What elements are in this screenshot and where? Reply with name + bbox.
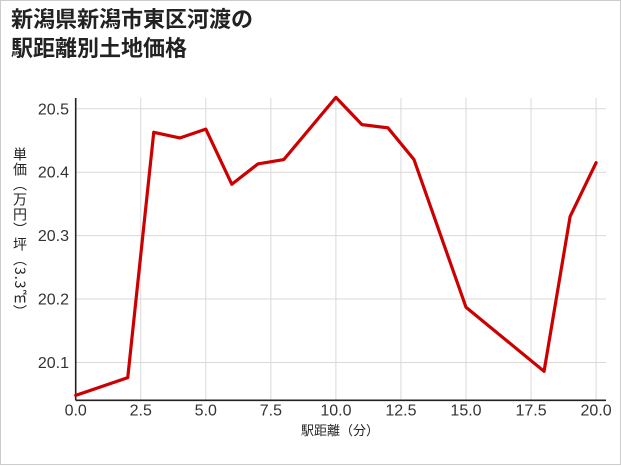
svg-text:20.1: 20.1 — [38, 355, 69, 372]
svg-text:7.5: 7.5 — [260, 403, 282, 420]
svg-text:20.2: 20.2 — [38, 292, 69, 309]
svg-text:17.5: 17.5 — [515, 403, 546, 420]
svg-text:20.5: 20.5 — [38, 101, 69, 118]
svg-text:2.5: 2.5 — [130, 403, 152, 420]
svg-text:駅距離（分）: 駅距離（分） — [301, 420, 379, 439]
svg-text:20.3: 20.3 — [38, 228, 69, 245]
svg-text:5.0: 5.0 — [195, 403, 217, 420]
svg-text:12.5: 12.5 — [385, 403, 416, 420]
svg-text:10.0: 10.0 — [320, 403, 351, 420]
svg-text:20.0: 20.0 — [581, 403, 612, 420]
svg-text:20.4: 20.4 — [38, 165, 69, 182]
svg-text:0.0: 0.0 — [65, 403, 87, 420]
svg-text:15.0: 15.0 — [450, 403, 481, 420]
